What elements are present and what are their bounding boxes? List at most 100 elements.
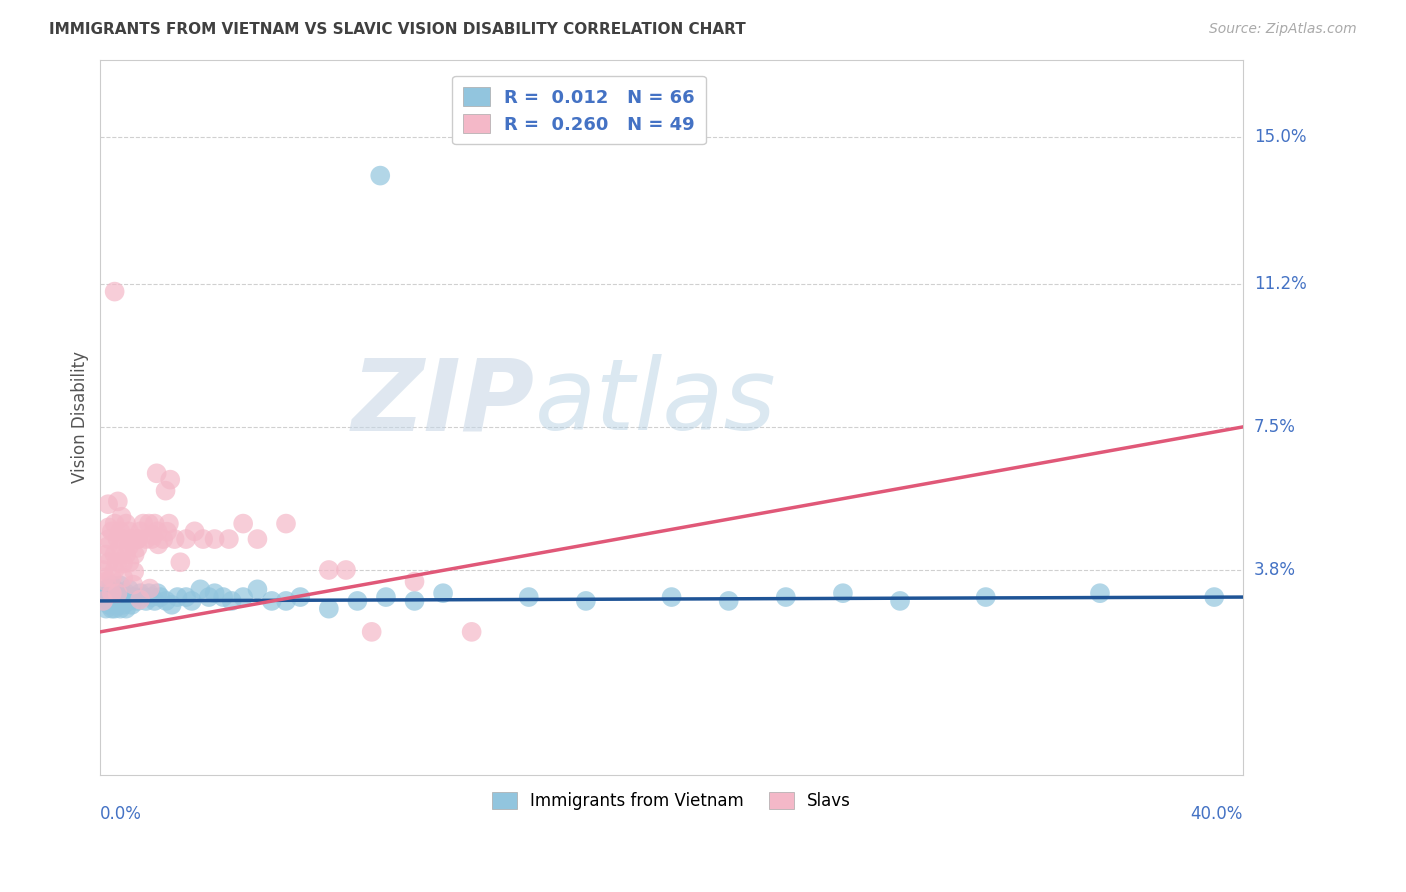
Point: [135, 594, 157, 608]
Point: [110, 540, 132, 554]
Point: [107, 494, 129, 508]
Point: [97, 598, 120, 612]
Point: [141, 532, 163, 546]
Point: [107, 586, 129, 600]
Point: [91, 590, 114, 604]
Text: Source: ZipAtlas.com: Source: ZipAtlas.com: [1209, 22, 1357, 37]
Point: [775, 590, 797, 604]
Point: [260, 594, 283, 608]
Point: [115, 516, 138, 531]
Point: [94, 570, 117, 584]
Point: [104, 285, 127, 299]
Point: [97, 520, 120, 534]
Point: [974, 590, 997, 604]
Point: [290, 590, 312, 604]
Text: 40.0%: 40.0%: [1191, 805, 1243, 823]
Point: [152, 532, 174, 546]
Point: [121, 598, 143, 612]
Point: [188, 582, 211, 597]
Point: [138, 586, 160, 600]
Point: [104, 563, 127, 577]
Point: [121, 590, 143, 604]
Point: [94, 601, 117, 615]
Point: [100, 571, 122, 585]
Point: [94, 574, 117, 589]
Point: [127, 594, 149, 608]
Point: [118, 524, 141, 539]
Point: [141, 590, 163, 604]
Point: [127, 541, 149, 555]
Point: [100, 590, 122, 604]
Text: 3.8%: 3.8%: [1254, 561, 1296, 579]
Point: [132, 516, 155, 531]
Point: [107, 598, 129, 612]
Point: [129, 524, 152, 539]
Point: [118, 556, 141, 570]
Point: [135, 532, 157, 546]
Point: [156, 524, 179, 539]
Text: 7.5%: 7.5%: [1254, 418, 1296, 436]
Point: [198, 590, 221, 604]
Point: [110, 594, 132, 608]
Point: [517, 590, 540, 604]
Point: [146, 524, 169, 539]
Point: [404, 594, 426, 608]
Point: [97, 540, 120, 554]
Point: [661, 590, 683, 604]
Point: [460, 624, 482, 639]
Point: [127, 532, 149, 546]
Point: [318, 601, 340, 615]
Point: [375, 590, 398, 604]
Text: atlas: atlas: [534, 354, 776, 451]
Point: [246, 582, 269, 597]
Point: [100, 524, 122, 539]
Point: [368, 169, 391, 183]
Point: [104, 601, 127, 615]
Point: [155, 483, 177, 498]
Point: [122, 577, 145, 591]
Point: [246, 532, 269, 546]
Point: [115, 586, 138, 600]
Point: [112, 598, 135, 612]
Point: [139, 582, 162, 596]
Point: [335, 563, 357, 577]
Point: [104, 516, 127, 531]
Point: [274, 594, 297, 608]
Point: [889, 594, 911, 608]
Text: ZIP: ZIP: [352, 354, 534, 451]
Text: 11.2%: 11.2%: [1254, 275, 1306, 293]
Point: [124, 590, 146, 604]
Point: [132, 590, 155, 604]
Point: [204, 586, 226, 600]
Point: [204, 532, 226, 546]
Point: [100, 586, 122, 600]
Point: [346, 594, 368, 608]
Point: [183, 524, 205, 539]
Point: [129, 586, 152, 600]
Point: [575, 594, 598, 608]
Point: [112, 590, 135, 604]
Point: [138, 516, 160, 531]
Point: [94, 582, 117, 597]
Point: [97, 497, 120, 511]
Point: [107, 590, 129, 604]
Point: [100, 578, 122, 592]
Point: [146, 586, 169, 600]
Point: [118, 582, 141, 597]
Point: [212, 590, 235, 604]
Point: [360, 624, 382, 639]
Point: [91, 594, 114, 608]
Point: [104, 594, 127, 608]
Point: [163, 532, 186, 546]
Point: [1204, 590, 1226, 604]
Point: [122, 565, 145, 579]
Point: [115, 548, 138, 562]
Point: [124, 548, 146, 562]
Point: [97, 594, 120, 608]
Point: [121, 532, 143, 546]
Point: [104, 582, 127, 597]
Point: [274, 516, 297, 531]
Point: [112, 532, 135, 546]
Point: [127, 533, 149, 547]
Point: [107, 555, 129, 569]
